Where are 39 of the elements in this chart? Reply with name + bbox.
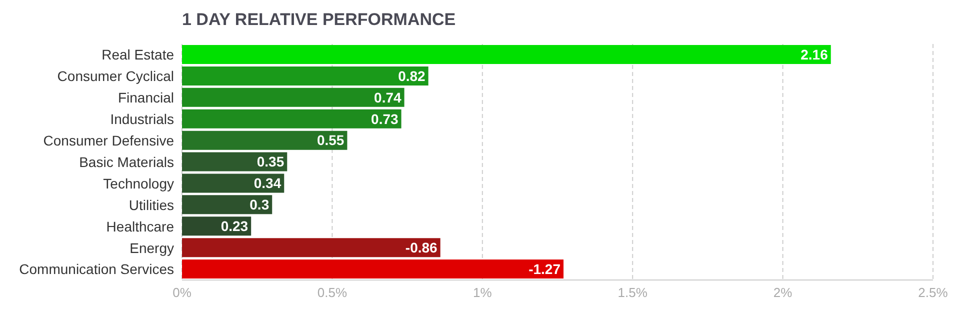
y-tick-label: Energy (130, 240, 174, 256)
data-label: -1.27 (528, 260, 561, 277)
bar (182, 45, 831, 64)
y-tick-label: Healthcare (106, 218, 174, 234)
y-tick-label: Utilities (128, 196, 174, 213)
data-label: 0.73 (371, 110, 399, 127)
data-label: 0.23 (220, 218, 248, 234)
bar (182, 195, 272, 214)
bar (182, 66, 428, 86)
data-label: 0.34 (254, 175, 282, 192)
x-tick-label: 2.5% (918, 285, 948, 300)
x-tick-label: 0% (172, 285, 192, 300)
x-tick-label: 0.5% (317, 285, 348, 300)
data-label: -0.86 (405, 239, 438, 256)
y-tick-label: Communication Services (19, 261, 174, 278)
x-tick-label: 1% (473, 285, 492, 300)
chart-title: 1 DAY RELATIVE PERFORMANCE (182, 9, 457, 31)
data-label: 0.74 (374, 89, 402, 106)
data-label: 0.55 (316, 132, 344, 148)
y-tick-label: Financial (118, 90, 174, 106)
data-label: 0.3 (250, 196, 270, 213)
y-tick-label: Basic Materials (79, 154, 174, 170)
data-label: 0.35 (256, 154, 284, 170)
x-tick-label: 2% (773, 285, 793, 300)
bar (182, 88, 404, 107)
bar (182, 152, 288, 172)
bar (182, 238, 440, 258)
y-tick-label: Consumer Defensive (43, 132, 174, 149)
data-label: 0.82 (398, 68, 426, 84)
bar (182, 130, 348, 150)
y-tick-label: Industrials (110, 111, 174, 128)
bar (182, 174, 284, 193)
y-tick-label: Real Estate (102, 46, 174, 63)
y-tick-label: Technology (103, 175, 174, 192)
y-tick-label: Consumer Cyclical (57, 68, 174, 84)
data-label: 2.16 (800, 46, 828, 62)
bar (182, 109, 402, 128)
x-tick-label: 1.5% (618, 285, 648, 300)
bar (182, 260, 564, 279)
